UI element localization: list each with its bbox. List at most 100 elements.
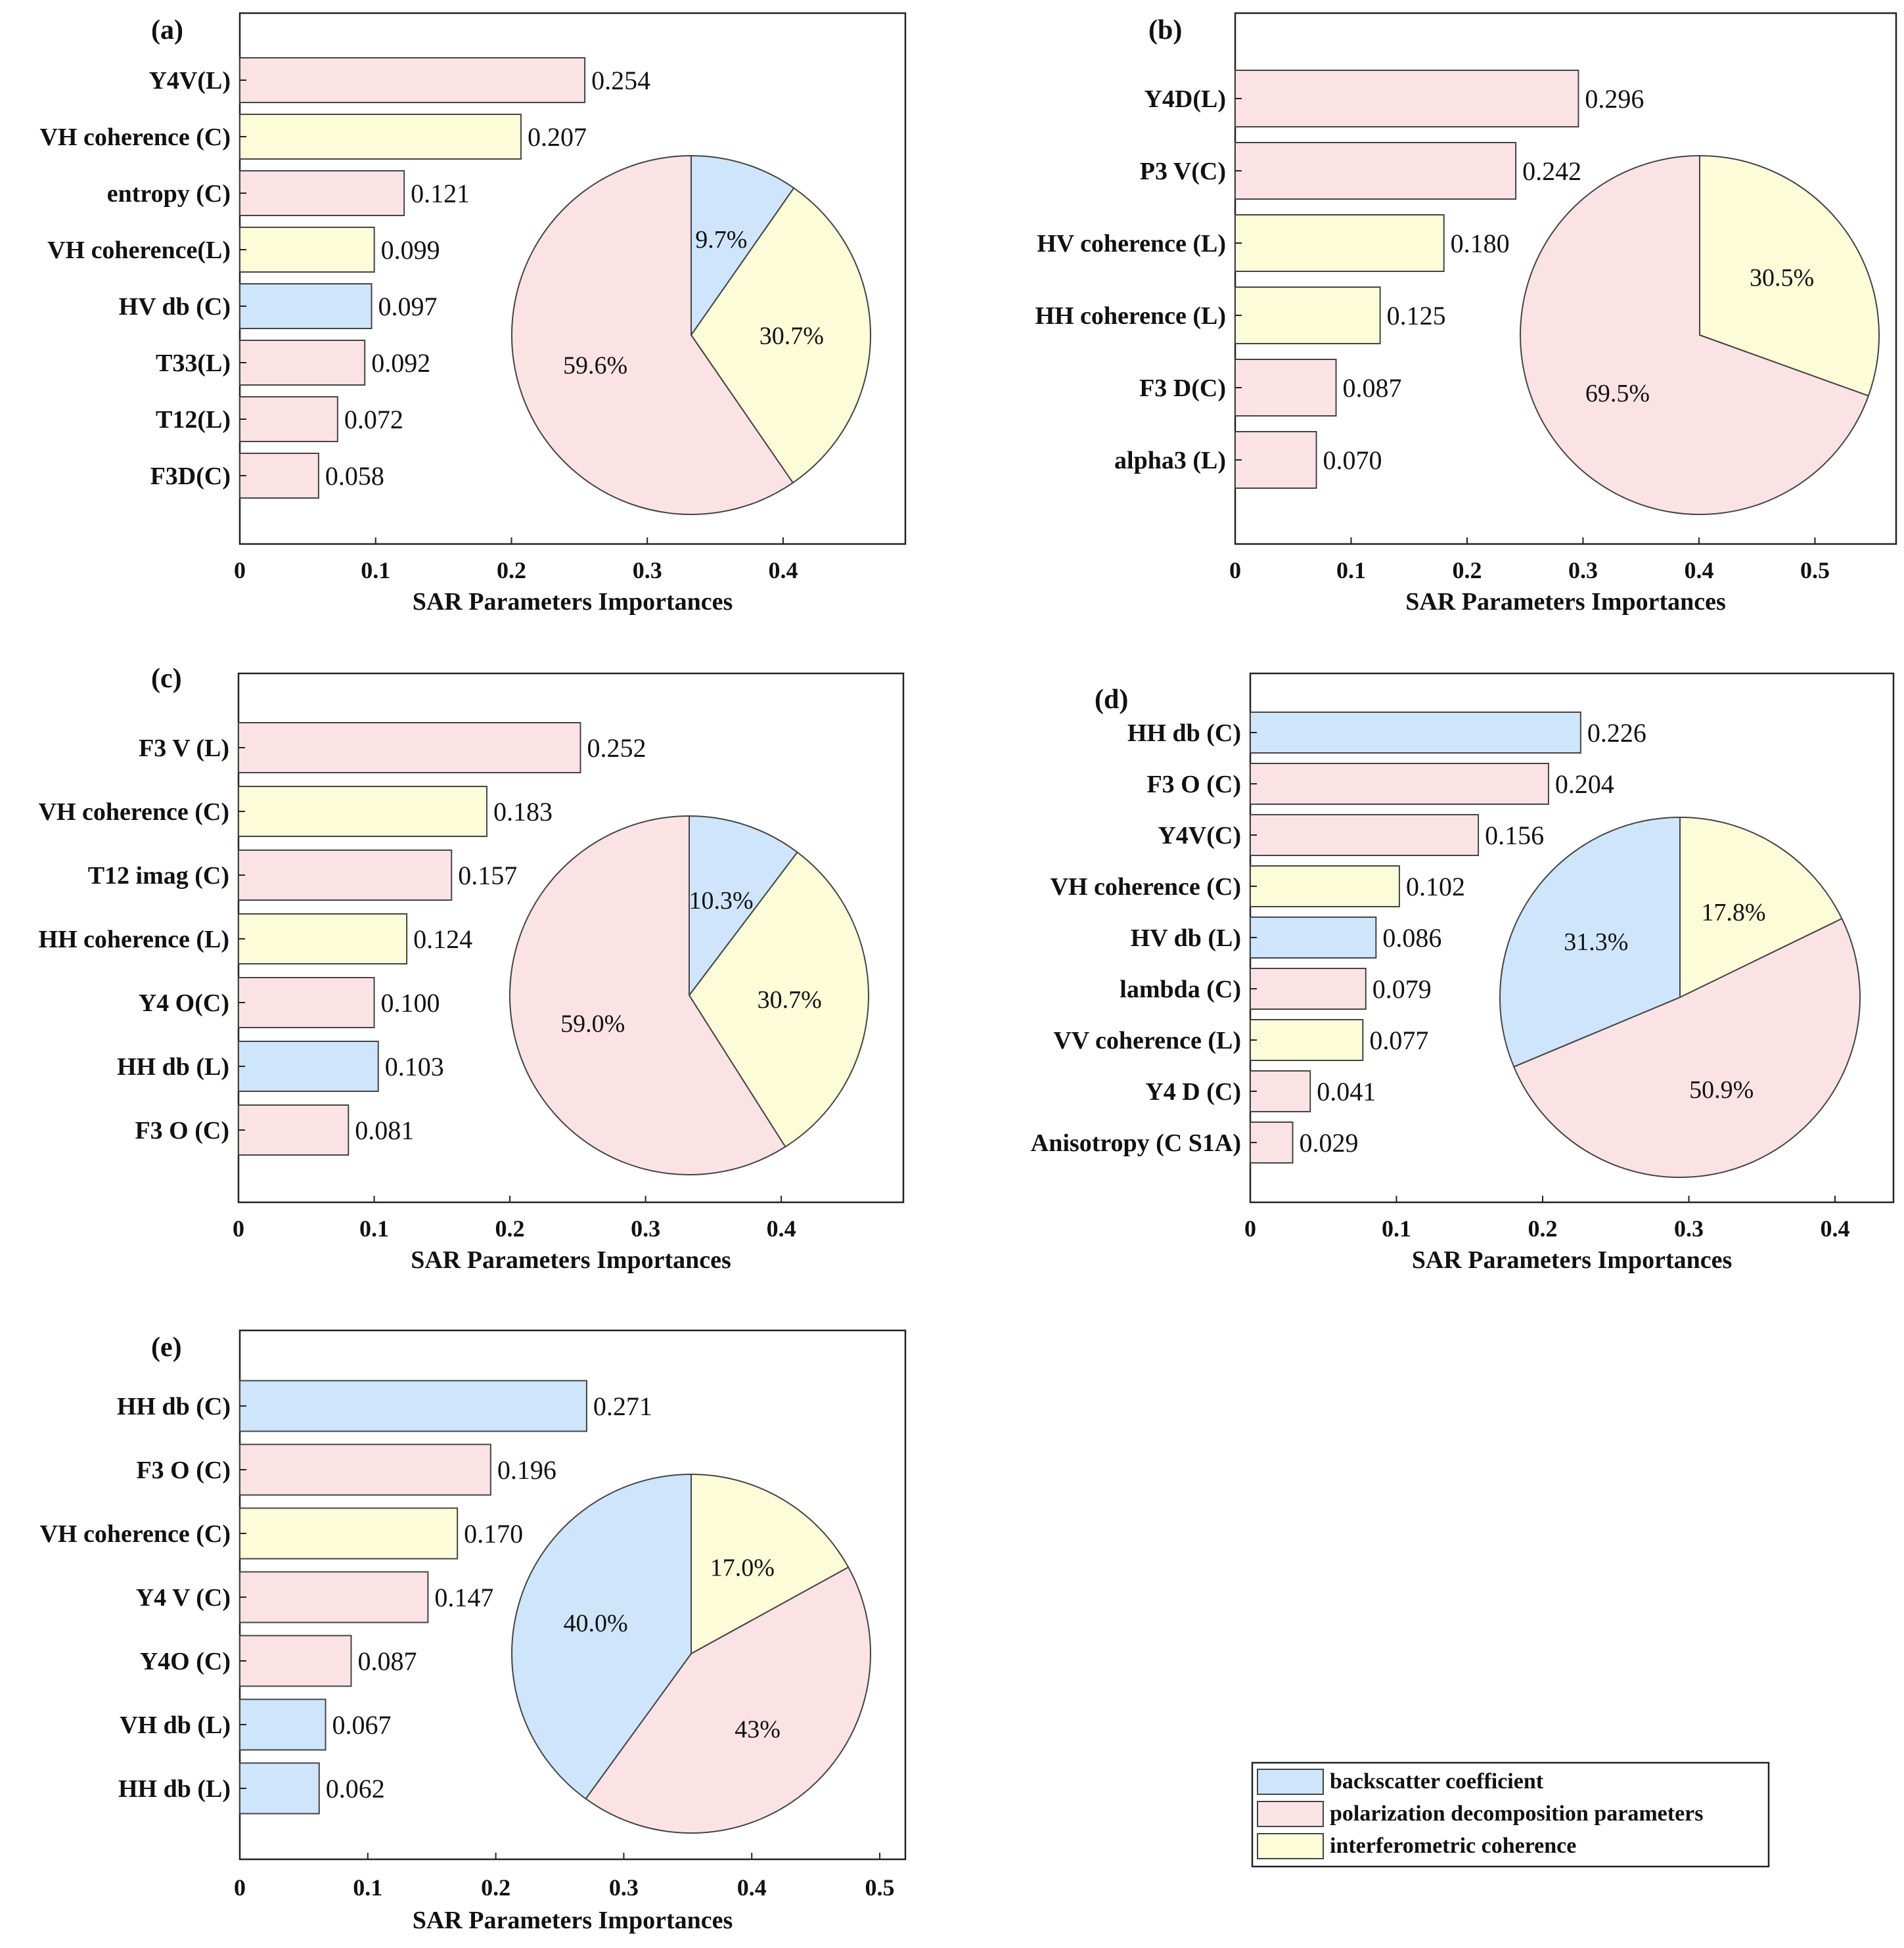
pie-slice — [689, 815, 799, 997]
x-tick-label: 0 — [1244, 1215, 1256, 1242]
bar-category-label: VH coherence (C) — [1050, 873, 1241, 901]
panel-e: (e) HH db (C) 0.271 F3 O (C) 0.196 VH coheren… — [39, 1329, 907, 1934]
bar — [1235, 70, 1579, 127]
bar — [1250, 917, 1377, 959]
bar-value-label: 0.157 — [458, 861, 517, 890]
bar-category-label: F3 O (C) — [136, 1457, 231, 1484]
bar — [239, 1443, 491, 1496]
bar — [239, 1635, 352, 1687]
legend-swatch — [1257, 1801, 1324, 1827]
bar-category-label: alpha3 (L) — [1114, 447, 1226, 474]
pie-slice-label: 50.9% — [1689, 1076, 1754, 1104]
pie-slice — [509, 815, 786, 1175]
pie-slice — [1520, 154, 1870, 515]
x-axis-label: SAR Parameters Importances — [413, 1907, 733, 1934]
pie-slice-label: 43% — [735, 1716, 781, 1744]
pie-slice — [511, 1473, 692, 1800]
pie-slice — [690, 187, 871, 484]
bar-category-label: Y4 O(C) — [139, 989, 229, 1017]
pie-slice-label: 30.5% — [1750, 264, 1814, 292]
bar-value-label: 0.271 — [593, 1392, 652, 1421]
bar — [238, 977, 375, 1028]
bar-category-label: Y4 D (C) — [1145, 1078, 1241, 1106]
legend-swatch — [1257, 1769, 1324, 1795]
bar — [239, 1507, 459, 1560]
bar — [1250, 865, 1400, 907]
bar-category-label: HH coherence (L) — [1035, 302, 1226, 330]
bar-category-label: T12 imag (C) — [88, 862, 229, 890]
bar-category-label: HV db (L) — [1131, 924, 1241, 952]
bar-category-label: VH coherence (C) — [39, 124, 231, 151]
pie-slice — [1699, 154, 1880, 397]
bar-value-label: 0.087 — [357, 1646, 417, 1676]
pie-slice-label: 59.6% — [563, 351, 627, 379]
bar-category-label: HV db (C) — [119, 293, 231, 321]
pie-slice — [585, 1566, 871, 1834]
x-tick-label: 0 — [233, 1215, 244, 1242]
bar-category-label: VV coherence (L) — [1053, 1027, 1241, 1054]
panel-title: (a) — [151, 15, 183, 45]
bar-value-label: 0.086 — [1382, 923, 1441, 953]
bar-value-label: 0.103 — [385, 1052, 444, 1081]
x-tick-label: 0.2 — [497, 557, 526, 583]
bar-value-label: 0.058 — [325, 461, 384, 491]
bar-category-label: HH coherence (L) — [38, 926, 229, 953]
bar-category-label: T33(L) — [156, 350, 231, 377]
bar-category-label: HH db (L) — [118, 1775, 231, 1803]
bar — [239, 1380, 587, 1432]
bar-category-label: Y4O (C) — [140, 1648, 231, 1675]
bar-value-label: 0.099 — [381, 235, 440, 265]
bar-value-label: 0.170 — [464, 1519, 523, 1549]
bar-value-label: 0.125 — [1387, 301, 1446, 330]
bar — [238, 1104, 350, 1156]
x-tick-label: 0.5 — [1800, 557, 1830, 583]
bar-category-label: F3 V (L) — [139, 735, 229, 762]
bar-value-label: 0.183 — [493, 797, 553, 827]
pie-slice-label: 17.0% — [710, 1554, 775, 1581]
bar — [1250, 814, 1480, 856]
pie-slice-label: 31.3% — [1564, 928, 1628, 956]
bar-category-label: VH db (L) — [120, 1711, 231, 1739]
bar-value-label: 0.254 — [591, 66, 650, 95]
bar — [238, 849, 453, 901]
x-tick-label: 0.2 — [495, 1215, 525, 1242]
bar-category-label: HH db (C) — [117, 1393, 231, 1420]
bar — [1250, 968, 1367, 1010]
bar — [239, 1698, 327, 1751]
pie-slice — [1512, 917, 1861, 1178]
bar-value-label: 0.100 — [381, 988, 440, 1018]
bar — [239, 114, 522, 160]
bar-category-label: Y4D(L) — [1144, 85, 1226, 113]
bar-value-label: 0.067 — [332, 1710, 392, 1740]
bar — [1250, 712, 1581, 754]
legend-swatch — [1257, 1833, 1324, 1859]
pie-slice — [688, 851, 869, 1148]
panel-c: (c) F3 V (L) 0.252 VH coherence (C) 0.183 T12… — [38, 664, 905, 1274]
x-tick-label: 0.1 — [353, 1874, 382, 1901]
pie-slice-label: 30.7% — [758, 986, 822, 1014]
x-axis-label: SAR Parameters Importances — [1412, 1246, 1733, 1274]
x-axis-label: SAR Parameters Importances — [1405, 588, 1726, 616]
axes-frame — [238, 12, 907, 545]
pie-slice-label: 59.0% — [560, 1010, 625, 1038]
bar-value-label: 0.196 — [497, 1455, 556, 1485]
x-tick-label: 0 — [234, 1874, 246, 1901]
legend: backscatter coefficient polarization deco… — [1251, 1761, 1770, 1868]
bar-category-label: HV coherence (L) — [1037, 230, 1226, 258]
bar-category-label: F3 D(C) — [1139, 374, 1226, 402]
x-tick-label: 0.3 — [633, 557, 662, 583]
bar — [239, 170, 405, 216]
bar-value-label: 0.077 — [1369, 1026, 1428, 1055]
bar — [239, 396, 338, 442]
bar-category-label: Y4V(L) — [148, 67, 231, 95]
x-tick-label: 0.3 — [1568, 557, 1598, 583]
bar-category-label: VH coherence (C) — [39, 1520, 231, 1548]
panel-title: (d) — [1095, 685, 1128, 715]
bar — [1235, 359, 1337, 417]
x-tick-label: 0.5 — [865, 1874, 895, 1901]
bar — [238, 913, 408, 964]
bar-value-label: 0.070 — [1323, 445, 1382, 475]
x-tick-label: 0.3 — [609, 1874, 639, 1901]
bar-value-label: 0.180 — [1451, 229, 1510, 258]
